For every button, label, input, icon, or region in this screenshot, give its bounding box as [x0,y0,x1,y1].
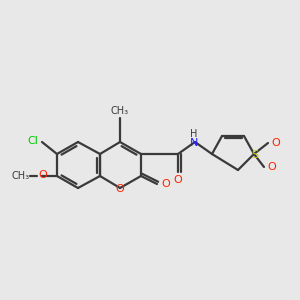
Text: S: S [251,150,259,160]
Text: O: O [162,179,170,189]
Text: O: O [272,138,280,148]
Text: CH₃: CH₃ [111,106,129,116]
Text: O: O [116,184,124,194]
Text: Cl: Cl [28,136,38,146]
Text: O: O [174,175,182,185]
Text: O: O [39,170,47,180]
Text: N: N [190,138,198,148]
Text: CH₃: CH₃ [12,171,30,181]
Text: H: H [190,129,198,139]
Text: O: O [268,162,276,172]
